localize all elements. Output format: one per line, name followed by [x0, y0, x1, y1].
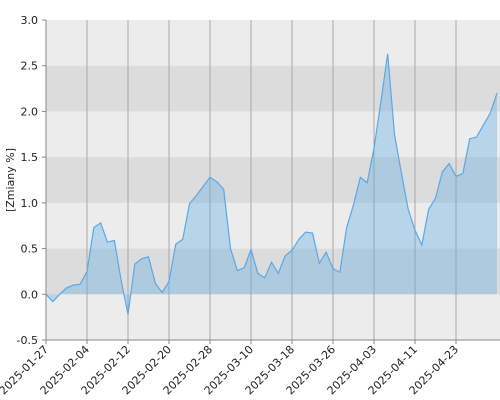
y-tick-label: -0.5 [17, 334, 38, 347]
y-tick-label: 3.0 [21, 14, 39, 27]
y-tick-label: 1.5 [21, 151, 39, 164]
y-tick-label: 0.0 [21, 288, 39, 301]
area-fill [46, 53, 497, 315]
grid-band [46, 157, 500, 203]
y-tick-label: 2.0 [21, 105, 39, 118]
y-tick-label: 2.5 [21, 60, 39, 73]
y-tick-label: 1.0 [21, 197, 39, 210]
grid-band [46, 248, 500, 295]
y-tick-label: 0.5 [21, 243, 39, 256]
area-line [45, 53, 498, 315]
y-axis-label: [Zmiany %] [4, 148, 17, 212]
grid-band [46, 65, 500, 112]
